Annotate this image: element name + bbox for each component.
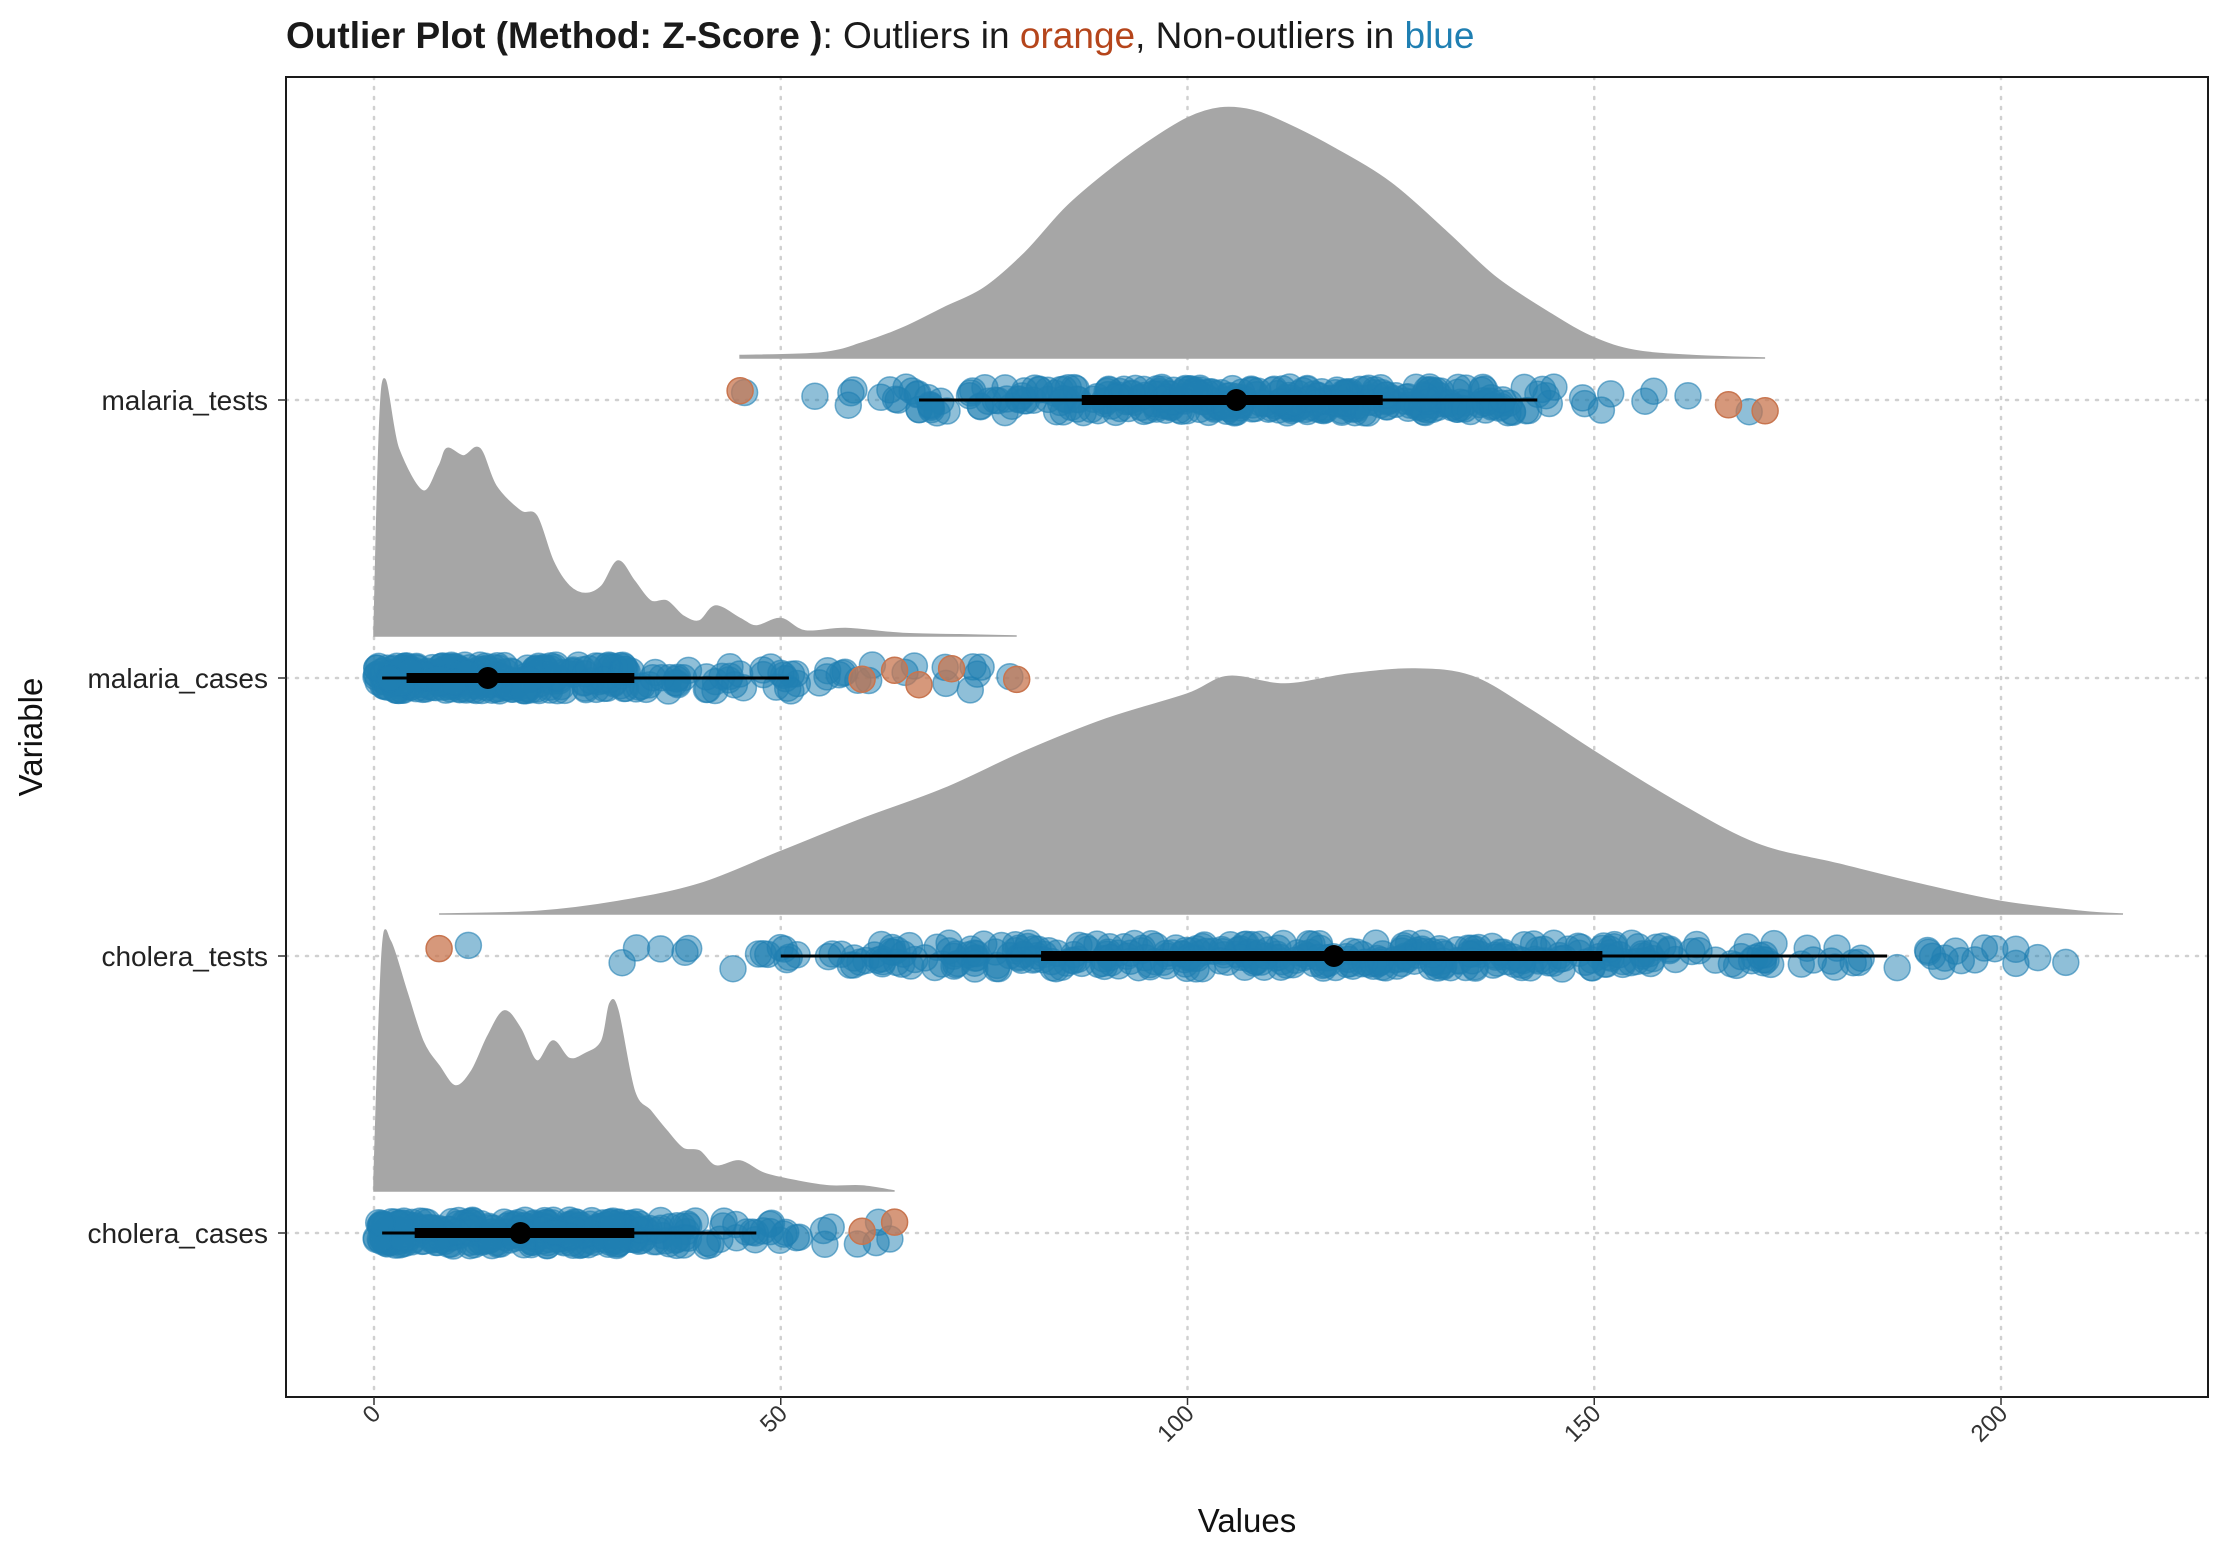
outlier-points-cholera_tests <box>425 934 453 963</box>
inlier-point <box>674 934 703 963</box>
outlier-point <box>1751 397 1779 425</box>
inlier-point <box>1540 373 1568 401</box>
y-tick-label-malaria_cases: malaria_cases <box>87 663 268 694</box>
median-point-cholera_tests <box>1322 945 1345 967</box>
chart-title-orange-word: orange <box>1020 15 1135 56</box>
inlier-point <box>1947 946 1976 975</box>
inlier-point <box>1568 384 1597 412</box>
x-axis-ticks: 0 50 100 150 200 <box>358 1397 2013 1448</box>
inlier-point <box>889 940 918 968</box>
outlier-point <box>848 1217 876 1246</box>
inlier-point <box>1450 395 1479 423</box>
inlier-point <box>719 954 747 983</box>
chart-title: Outlier Plot (Method: Z-Score ): Outlier… <box>286 15 1474 56</box>
density-cholera_tests <box>439 668 2124 915</box>
chart-title-blue-word: blue <box>1405 15 1475 56</box>
inlier-point <box>644 1216 672 1244</box>
inlier-point <box>1631 387 1659 415</box>
inlier-point <box>836 951 864 979</box>
density-malaria_tests <box>739 106 1766 359</box>
inlier-point <box>801 382 829 411</box>
density-cholera_cases <box>373 929 895 1192</box>
outlier-point <box>905 670 933 699</box>
inlier-point <box>773 945 801 974</box>
inlier-point <box>622 934 651 962</box>
inlier-point <box>1394 394 1422 423</box>
outlier-points-malaria_cases <box>848 654 1031 699</box>
outlier-point <box>880 1208 909 1236</box>
inlier-point <box>1014 929 1043 957</box>
inlier-point <box>817 1213 845 1241</box>
y-tick-label-malaria_tests: malaria_tests <box>101 385 268 416</box>
outlier-point <box>1002 665 1031 694</box>
inlier-point <box>777 677 805 705</box>
x-axis-label: Values <box>1198 1502 1296 1539</box>
inlier-point <box>825 661 853 689</box>
inlier-point <box>1042 397 1071 426</box>
density-malaria_cases <box>373 378 1017 637</box>
x-tick-label-0: 0 <box>358 1400 387 1429</box>
x-tick-label-100: 100 <box>1152 1400 1199 1447</box>
inlier-point <box>917 392 945 420</box>
outlier-point <box>848 665 876 693</box>
plot-panel-border <box>285 76 2209 1398</box>
chart-title-colon: : <box>822 15 832 56</box>
inlier-point <box>2002 935 2030 964</box>
outlier-point <box>937 654 966 683</box>
series-cholera_cases <box>362 929 909 1260</box>
x-tick-label-150: 150 <box>1559 1400 1606 1447</box>
inlier-point <box>1596 380 1625 408</box>
inlier-point <box>722 1210 750 1239</box>
median-point-malaria_cases <box>476 667 499 689</box>
series-malaria_cases <box>362 378 1031 705</box>
inlier-point <box>867 383 895 412</box>
inlier-point <box>692 1232 720 1260</box>
y-tick-label-cholera_tests: cholera_tests <box>101 941 268 972</box>
inlier-point <box>725 660 754 688</box>
inlier-point <box>1844 948 1873 977</box>
outlier-point <box>880 656 909 685</box>
inlier-point <box>1512 396 1540 425</box>
x-tick-label-200: 200 <box>1966 1400 2013 1447</box>
inlier-point <box>785 1223 814 1251</box>
chart-title-segment-1: Outliers in <box>833 15 1020 56</box>
chart-title-segment-2: , Non-outliers in <box>1135 15 1404 56</box>
inlier-point <box>1010 377 1039 405</box>
inlier-point <box>956 676 985 704</box>
y-tick-label-cholera_cases: cholera_cases <box>87 1218 268 1249</box>
plot-layers <box>362 106 2124 1260</box>
inlier-point <box>1883 953 1911 982</box>
outlier-points-malaria_tests <box>726 376 1779 425</box>
y-axis-ticks: malaria_tests malaria_cases cholera_testsc… <box>87 385 286 1249</box>
inlier-point <box>744 940 773 968</box>
inlier-point <box>2052 948 2080 977</box>
inlier-point <box>454 931 483 960</box>
inlier-point <box>1685 936 1713 965</box>
median-point-cholera_cases <box>509 1222 532 1244</box>
y-axis-label: Variable <box>12 678 49 797</box>
chart-title-method: Outlier Plot (Method: Z-Score ) <box>286 15 822 56</box>
inlier-point <box>1674 382 1702 410</box>
series-malaria_tests <box>726 106 1779 427</box>
outlier-point <box>1714 391 1743 419</box>
outlier-points-cholera_cases <box>848 1208 909 1246</box>
inlier-point <box>662 1231 691 1260</box>
inlier-point <box>367 1209 396 1238</box>
inlier-point <box>960 949 989 977</box>
inlier-point <box>749 1217 778 1245</box>
outlier-point <box>425 934 453 963</box>
inlier-point <box>967 653 995 681</box>
inlier-point <box>646 935 675 963</box>
outlier-point <box>726 376 754 405</box>
x-tick-label-50: 50 <box>755 1400 793 1438</box>
inlier-point <box>1636 949 1665 978</box>
median-point-malaria_tests <box>1225 389 1248 411</box>
inlier-point <box>987 931 1016 960</box>
series-cholera_tests <box>425 668 2124 983</box>
inlier-point <box>834 391 863 419</box>
